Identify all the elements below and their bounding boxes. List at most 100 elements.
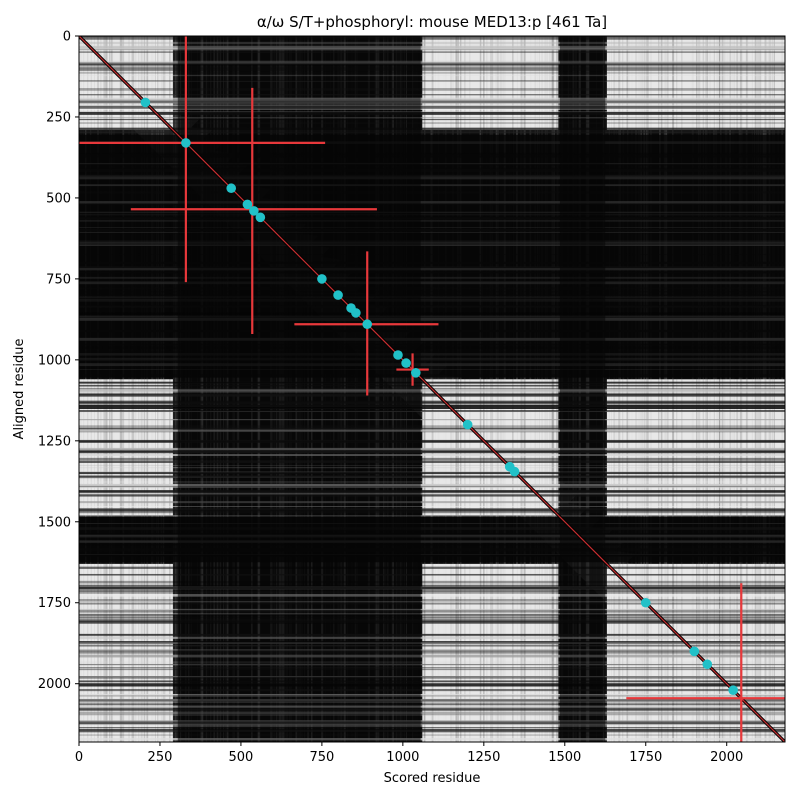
streak [79, 730, 785, 733]
streak [520, 36, 523, 742]
streak [460, 36, 462, 742]
streak [79, 393, 785, 395]
streak [143, 36, 146, 742]
streak [455, 36, 457, 742]
streak [79, 394, 785, 397]
streak [501, 36, 504, 742]
streak [622, 36, 625, 742]
cyan-point [362, 319, 373, 330]
streak [611, 36, 613, 742]
cyan-point [317, 274, 327, 284]
cyan-point [226, 183, 237, 194]
streak [79, 734, 785, 736]
streak [79, 490, 785, 492]
cyan-point [401, 358, 411, 368]
streak [665, 36, 668, 742]
streak [79, 36, 785, 38]
streak [537, 36, 539, 742]
streak [715, 36, 717, 742]
streak [140, 36, 142, 742]
streak [79, 654, 785, 658]
streak [79, 427, 785, 430]
streak [739, 36, 741, 742]
streak [79, 645, 785, 647]
streak [79, 382, 785, 384]
streak [613, 36, 616, 742]
streak [113, 36, 115, 742]
streak [503, 36, 506, 742]
streak [85, 36, 87, 742]
streak [79, 509, 785, 511]
streak [79, 598, 785, 602]
streak [551, 36, 554, 742]
streak [480, 36, 482, 742]
streak [79, 633, 785, 636]
streak [79, 506, 785, 508]
streak [79, 616, 785, 619]
bright-block [422, 563, 559, 742]
streak [618, 36, 621, 742]
streak [79, 676, 785, 679]
streak [490, 36, 492, 742]
streak [681, 36, 683, 742]
streak [79, 419, 785, 421]
streak [79, 711, 785, 715]
streak [79, 441, 785, 443]
streak [496, 36, 499, 742]
streak [79, 99, 785, 102]
streak [94, 36, 95, 742]
streak [79, 701, 785, 703]
streak [551, 36, 554, 742]
streak [647, 36, 650, 742]
streak [79, 622, 785, 624]
streak [161, 36, 163, 742]
streak [151, 36, 154, 742]
streak [79, 613, 785, 615]
streak [79, 51, 785, 53]
streak [420, 36, 423, 742]
streak [740, 36, 742, 742]
streak [746, 36, 748, 742]
streak [79, 62, 785, 66]
streak [421, 36, 422, 742]
streak [79, 707, 785, 710]
streak [104, 36, 107, 742]
streak [119, 36, 122, 742]
streak [110, 36, 113, 742]
streak [464, 36, 466, 742]
streak [79, 644, 785, 647]
y-tick-label: 2000 [38, 677, 71, 692]
streak [120, 36, 123, 742]
streak [541, 36, 543, 742]
streak [79, 515, 785, 517]
streak [79, 74, 785, 77]
chart-title: α/ω S/T+phosphoryl: mouse MED13:p [461 T… [257, 13, 607, 31]
streak [79, 694, 785, 697]
streak [79, 430, 785, 432]
streak [546, 36, 549, 742]
streak [79, 38, 785, 40]
streak [79, 465, 785, 466]
streak [157, 36, 159, 742]
streak [641, 36, 643, 742]
streak [79, 636, 785, 639]
streak [529, 36, 532, 742]
streak [558, 36, 561, 742]
streak [544, 36, 546, 742]
streak [122, 36, 124, 742]
cyan-point [411, 368, 421, 378]
streak [437, 36, 440, 742]
x-tick-label: 0 [75, 750, 83, 765]
streak [718, 36, 721, 742]
streak [715, 36, 718, 742]
streak [490, 36, 492, 742]
streak [479, 36, 482, 742]
streak [650, 36, 652, 742]
streak [79, 407, 785, 409]
x-tick-label: 1000 [386, 750, 419, 765]
streak [491, 36, 494, 742]
streak [508, 36, 510, 742]
x-axis: 0 250 500 750 1000 1250 1500 1750 2000 [75, 742, 743, 765]
streak [516, 36, 518, 742]
streak [79, 97, 785, 99]
